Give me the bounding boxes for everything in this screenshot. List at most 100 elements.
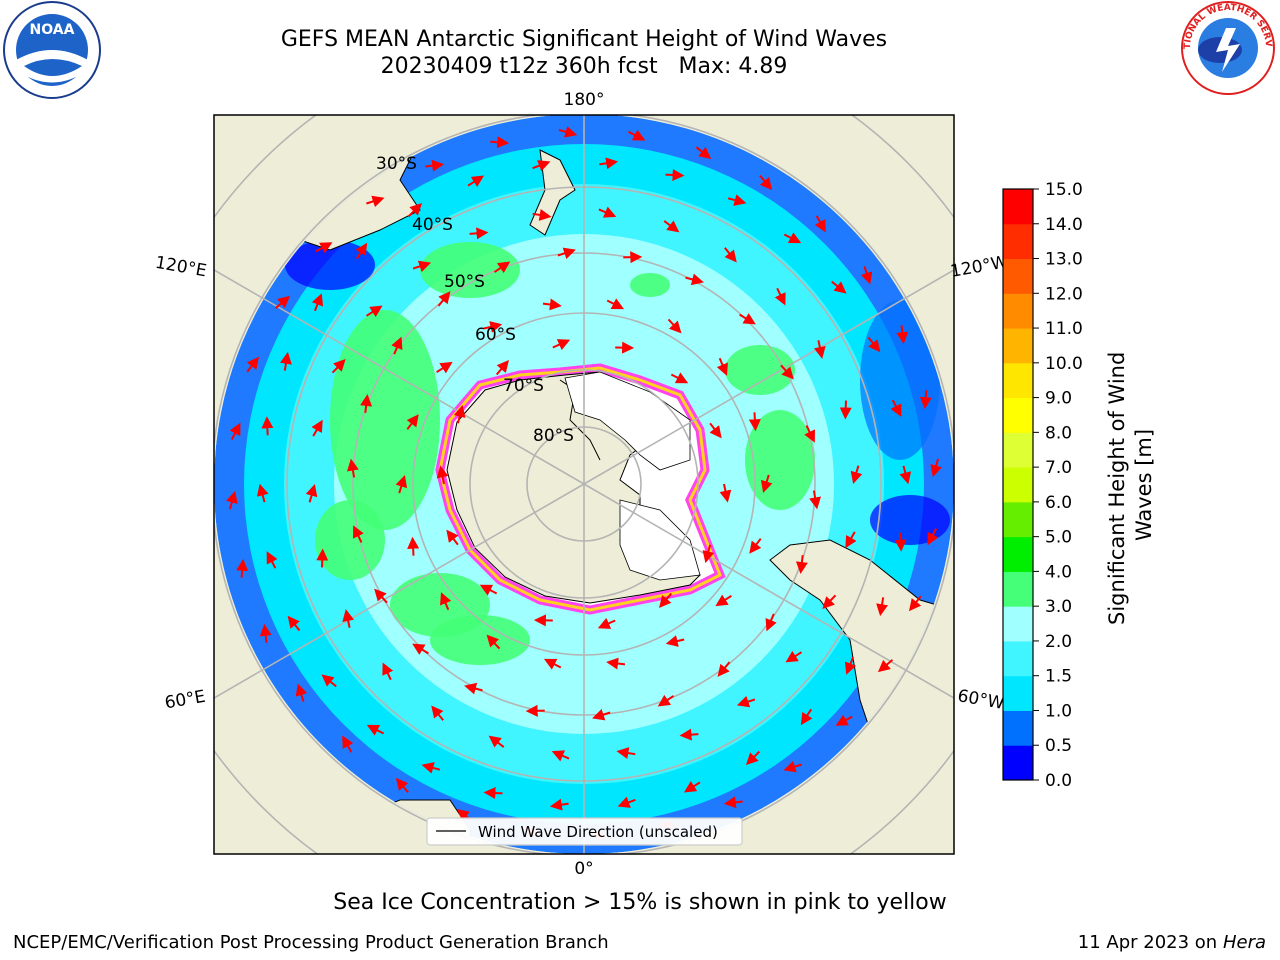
legend-entry: Wind Wave Direction (unscaled) <box>478 823 718 841</box>
wave-direction-arrow <box>412 643 429 655</box>
wave-direction-arrow <box>261 416 274 436</box>
wave-direction-arrow <box>464 682 483 695</box>
wave-direction-arrow <box>748 412 761 432</box>
wave-direction-arrow <box>353 525 364 543</box>
svg-text:NOAA: NOAA <box>30 22 75 38</box>
wave-direction-arrow <box>446 529 459 546</box>
wave-direction-arrow <box>783 760 802 773</box>
wave-direction-arrow <box>342 609 355 628</box>
wave-direction-arrow <box>822 594 837 610</box>
wave-direction-arrow <box>406 414 419 430</box>
wave-direction-arrow <box>467 175 485 187</box>
wave-direction-arrow <box>844 656 857 675</box>
colorbar-label: Significant Height of Wind Waves [m] <box>1105 345 1156 625</box>
wave-direction-arrow <box>311 419 323 437</box>
wave-direction-arrow <box>311 293 324 312</box>
wave-direction-arrow <box>382 662 394 681</box>
wave-direction-arrow <box>366 724 385 736</box>
wave-direction-arrow <box>316 548 329 568</box>
wave-direction-arrow <box>831 280 847 294</box>
wave-direction-arrow <box>715 594 732 607</box>
wave-direction-arrow <box>436 361 453 374</box>
wave-direction-arrow <box>266 551 278 569</box>
wave-direction-arrow <box>259 623 272 643</box>
wave-direction-arrow <box>702 544 715 564</box>
wave-direction-arrow <box>226 490 238 510</box>
wave-direction-arrow <box>360 394 373 414</box>
wave-direction-arrow <box>800 708 813 726</box>
wave-direction-arrow <box>407 202 423 218</box>
wave-direction-arrow <box>919 390 932 410</box>
wave-direction-arrow <box>670 372 689 384</box>
footer-date: 11 Apr 2023 on Hera <box>1077 932 1266 953</box>
wave-direction-arrow <box>780 364 794 380</box>
footer-credit: NCEP/EMC/Verification Post Processing Pr… <box>13 932 609 953</box>
colorbar-segment <box>1003 258 1033 294</box>
colorbar-segment <box>1003 293 1033 329</box>
meridian-label-0: 0° <box>574 859 593 879</box>
graticule <box>214 115 954 854</box>
wave-direction-arrow <box>542 298 562 311</box>
wave-direction-arrow <box>717 661 731 677</box>
nws-logo: NATIONAL WEATHER SERVICE <box>1176 0 1275 95</box>
colorbar-segment <box>1003 606 1033 642</box>
parallel-label-80s: 80°S <box>533 426 574 446</box>
wave-direction-arrow <box>927 528 939 546</box>
wave-direction-arrow <box>421 762 441 774</box>
wave-direction-arrow <box>930 458 942 478</box>
wave-direction-arrow <box>558 126 578 138</box>
colorbar-segment <box>1003 640 1033 677</box>
colorbar-tick-label: 10.0 <box>1045 354 1083 374</box>
wave-direction-arrow <box>407 536 420 556</box>
wave-direction-arrow <box>876 597 888 617</box>
parallel-label-60s: 60°S <box>475 325 516 345</box>
wave-direction-arrow <box>765 613 777 632</box>
wave-direction-arrow <box>809 490 821 510</box>
wave-direction-arrow <box>551 750 570 762</box>
wave-direction-arrow <box>412 260 432 273</box>
wave-direction-arrow <box>724 247 737 263</box>
colorbar-segment <box>1003 710 1033 746</box>
wave-direction-arrow <box>597 617 616 629</box>
colorbar-tick-label: 14.0 <box>1045 215 1083 235</box>
wave-direction-arrow <box>867 336 881 353</box>
wave-direction-arrow <box>783 232 802 244</box>
wave-direction-arrow <box>305 484 318 503</box>
wave-direction-arrow <box>813 340 826 359</box>
wave-direction-arrow <box>736 695 756 708</box>
wave-direction-arrow <box>437 291 451 307</box>
colorbar-tick-label: 5.0 <box>1045 528 1072 548</box>
wave-direction-arrow <box>727 194 747 206</box>
colorbar-segment <box>1003 223 1033 260</box>
wave-direction-arrow <box>598 206 617 218</box>
wave-direction-arrow <box>280 351 292 371</box>
wave-direction-arrow <box>395 474 408 494</box>
wave-direction-arrow <box>899 465 912 485</box>
wave-direction-arrow <box>486 634 501 650</box>
wave-direction-arrow <box>716 357 728 376</box>
wave-direction-arrow <box>483 787 503 800</box>
colorbar-tick-label: 2.0 <box>1045 632 1072 652</box>
wave-direction-arrow <box>543 658 562 670</box>
wave-direction-arrow <box>236 558 249 578</box>
colorbar-segment <box>1003 467 1033 503</box>
wave-direction-arrow <box>663 220 680 233</box>
wave-direction-arrow <box>552 339 571 351</box>
wave-direction-arrow <box>695 146 712 160</box>
wave-direction-arrow <box>532 160 551 172</box>
wave-direction-arrow <box>490 136 510 149</box>
wave-direction-arrow <box>229 422 241 440</box>
wave-direction-arrow <box>549 798 569 811</box>
colorbar-segment <box>1003 328 1033 364</box>
wave-direction-arrow <box>845 531 857 549</box>
colorbar-tick-label: 9.0 <box>1045 389 1072 409</box>
wave-direction-arrow <box>685 273 704 286</box>
wave-direction-arrow <box>295 683 308 702</box>
wave-direction-arrow <box>894 532 907 552</box>
colorbar-segment <box>1003 397 1033 433</box>
wave-direction-arrow <box>453 404 466 424</box>
wave-direction-arrow <box>709 422 722 439</box>
wave-direction-arrow <box>483 321 503 333</box>
colorbar-tick-label: 0.0 <box>1045 771 1072 791</box>
